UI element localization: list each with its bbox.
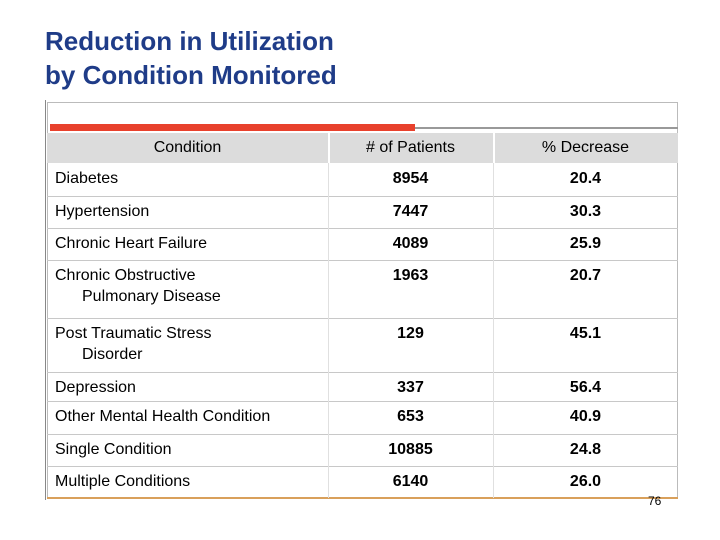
condition-text: Chronic Heart Failure xyxy=(55,235,208,252)
percent-decrease: 56.4 xyxy=(569,379,602,396)
accent-bar xyxy=(50,124,415,131)
header-separator xyxy=(493,133,495,163)
condition-text: Single Condition xyxy=(55,441,172,458)
column-separator xyxy=(493,372,494,401)
percent-decrease: 45.1 xyxy=(569,325,602,342)
column-header: % Decrease xyxy=(541,139,630,156)
row-separator xyxy=(47,228,678,229)
column-separator xyxy=(328,466,329,498)
percent-decrease: 26.0 xyxy=(569,473,602,490)
accent-line xyxy=(415,127,678,129)
page-number: 76 xyxy=(648,494,662,508)
condition-text: Other Mental Health Condition xyxy=(55,408,271,425)
column-separator xyxy=(328,372,329,401)
row-separator xyxy=(47,401,678,402)
patients-count: 6140 xyxy=(392,473,429,490)
patients-count: 1963 xyxy=(392,267,429,284)
column-separator xyxy=(493,228,494,260)
row-separator xyxy=(47,372,678,373)
percent-decrease: 40.9 xyxy=(569,408,602,425)
column-separator xyxy=(328,163,329,196)
column-separator xyxy=(493,163,494,196)
condition-text: Chronic Obstructive xyxy=(55,267,196,284)
condition-text: Disorder xyxy=(82,346,143,363)
percent-decrease: 20.4 xyxy=(569,170,602,187)
patients-count: 8954 xyxy=(392,170,429,187)
column-separator xyxy=(328,228,329,260)
column-header: # of Patients xyxy=(366,139,455,156)
condition-text: Pulmonary Disease xyxy=(82,288,221,305)
condition-text: Multiple Conditions xyxy=(55,473,191,490)
header-row xyxy=(47,133,678,163)
patients-count: 653 xyxy=(397,408,424,425)
condition-text: Hypertension xyxy=(55,203,150,220)
column-separator xyxy=(493,196,494,228)
patients-count: 337 xyxy=(397,379,424,396)
column-separator xyxy=(328,196,329,228)
column-separator xyxy=(328,318,329,372)
patients-count: 4089 xyxy=(392,235,429,252)
column-separator xyxy=(328,401,329,434)
left-rule xyxy=(45,100,46,500)
column-separator xyxy=(493,260,494,318)
patients-count: 10885 xyxy=(388,441,433,458)
column-separator xyxy=(328,260,329,318)
column-separator xyxy=(328,434,329,466)
row-separator xyxy=(47,260,678,261)
title-line: by Condition Monitored xyxy=(45,60,337,90)
bottom-rule xyxy=(47,497,678,499)
row-separator xyxy=(47,196,678,197)
percent-decrease: 24.8 xyxy=(569,441,602,458)
row-separator xyxy=(47,318,678,319)
row-separator xyxy=(47,434,678,435)
condition-text: Post Traumatic Stress xyxy=(55,325,212,342)
condition-text: Diabetes xyxy=(55,170,119,187)
percent-decrease: 25.9 xyxy=(569,235,602,252)
percent-decrease: 30.3 xyxy=(569,203,602,220)
condition-text: Depression xyxy=(55,379,136,396)
column-separator xyxy=(493,434,494,466)
title-line: Reduction in Utilization xyxy=(45,26,334,56)
column-separator xyxy=(493,401,494,434)
row-separator xyxy=(47,466,678,467)
column-separator xyxy=(493,318,494,372)
patients-count: 7447 xyxy=(392,203,429,220)
column-header: Condition xyxy=(153,139,222,156)
patients-count: 129 xyxy=(397,325,424,342)
percent-decrease: 20.7 xyxy=(569,267,602,284)
header-separator xyxy=(328,133,330,163)
column-separator xyxy=(493,466,494,498)
